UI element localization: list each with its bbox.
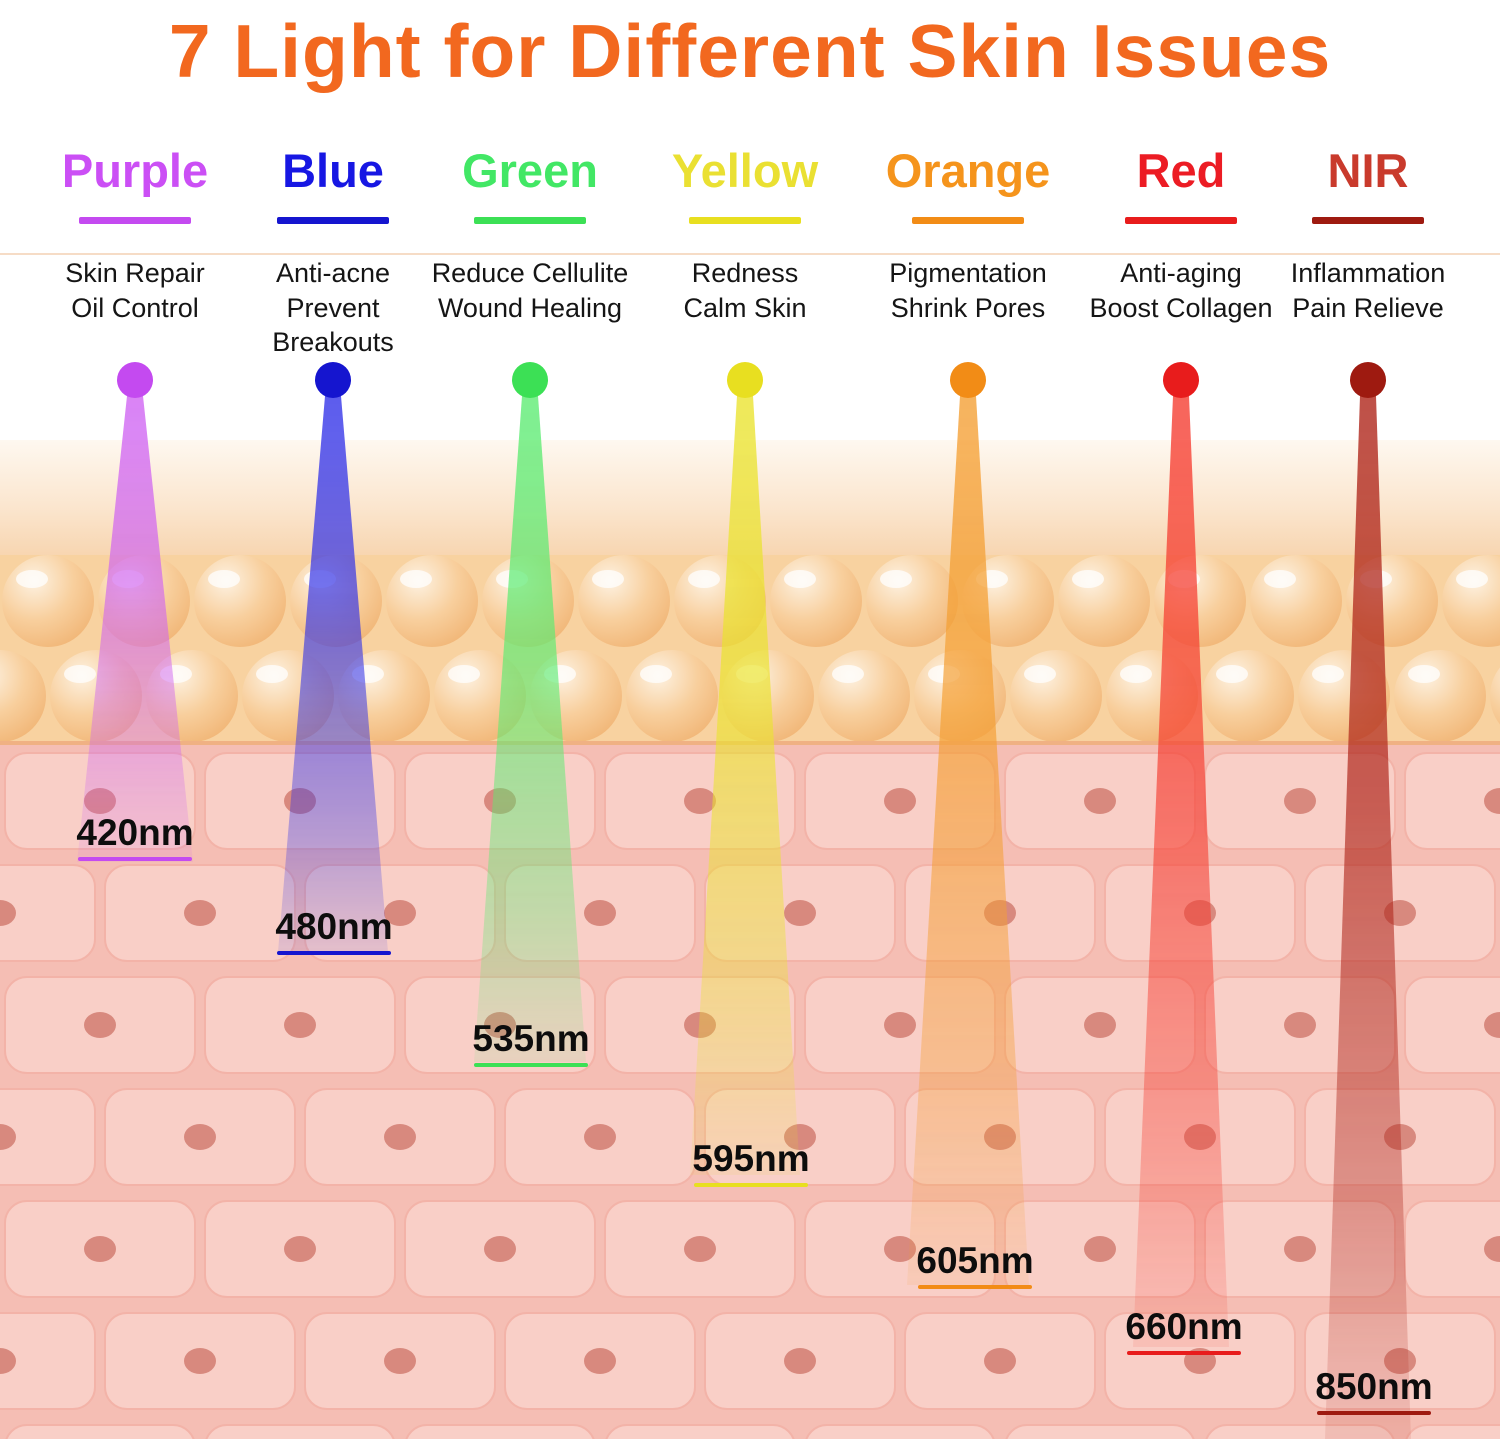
light-color-bar — [689, 217, 801, 225]
wavelength-underline — [474, 1063, 588, 1067]
benefit-line: Prevent Breakouts — [272, 292, 394, 358]
benefit-line: Anti-aging — [1120, 258, 1242, 289]
wavelength-label-blue: 480nm — [239, 906, 429, 955]
light-name: Blue — [282, 144, 384, 197]
wavelength-underline — [1127, 1351, 1241, 1355]
light-column-blue: Blue Anti-acne Prevent Breakouts — [223, 146, 443, 360]
light-dot-blue — [315, 362, 351, 398]
light-color-bar — [79, 217, 191, 225]
light-name: Red — [1136, 144, 1226, 197]
light-column-nir: NIR Inflammation Pain Relieve — [1258, 146, 1478, 325]
light-dot-yellow — [727, 362, 763, 398]
wavelength-underline — [918, 1285, 1032, 1289]
wavelength-value: 605nm — [916, 1240, 1034, 1281]
light-color-bar — [1125, 217, 1237, 225]
wavelength-label-red: 660nm — [1089, 1306, 1279, 1355]
wavelength-label-nir: 850nm — [1279, 1366, 1469, 1415]
benefit-line: Skin Repair — [65, 258, 205, 289]
light-dot-purple — [117, 362, 153, 398]
benefit-line: Shrink Pores — [890, 292, 1046, 323]
light-column-red: Red Anti-aging Boost Collagen — [1071, 146, 1291, 325]
wavelength-underline — [694, 1183, 808, 1187]
benefit-line: Calm Skin — [683, 292, 807, 323]
light-benefits: Reduce Cellulite Wound Healing — [420, 256, 640, 325]
light-benefits: Anti-acne Prevent Breakouts — [223, 256, 443, 360]
benefit-line: Boost Collagen — [1089, 292, 1273, 323]
wavelength-value: 660nm — [1125, 1306, 1243, 1347]
wavelength-underline — [1317, 1411, 1431, 1415]
light-benefits: Redness Calm Skin — [635, 256, 855, 325]
wavelength-value: 480nm — [275, 906, 393, 947]
benefit-line: Pigmentation — [889, 258, 1047, 289]
light-dot-green — [512, 362, 548, 398]
light-name: Purple — [61, 144, 209, 197]
light-color-bar — [474, 217, 586, 225]
light-name: Orange — [885, 144, 1051, 197]
light-dot-nir — [1350, 362, 1386, 398]
benefit-line: Redness — [691, 258, 799, 289]
light-column-yellow: Yellow Redness Calm Skin — [635, 146, 855, 325]
light-benefits: Anti-aging Boost Collagen — [1071, 256, 1291, 325]
light-name: NIR — [1327, 144, 1409, 197]
light-color-bar — [1312, 217, 1424, 225]
light-dot-red — [1163, 362, 1199, 398]
wavelength-value: 535nm — [472, 1018, 590, 1059]
wavelength-underline — [78, 857, 192, 861]
light-dot-orange — [950, 362, 986, 398]
wavelength-value: 850nm — [1315, 1366, 1433, 1407]
light-benefits: Skin Repair Oil Control — [25, 256, 245, 325]
wavelength-value: 595nm — [692, 1138, 810, 1179]
benefit-line: Inflammation — [1290, 258, 1446, 289]
benefit-line: Anti-acne — [275, 258, 391, 289]
wavelength-label-yellow: 595nm — [656, 1138, 846, 1187]
wavelength-underline — [277, 951, 391, 955]
benefit-line: Reduce Cellulite — [431, 258, 629, 289]
light-column-purple: Purple Skin Repair Oil Control — [25, 146, 245, 325]
light-name: Yellow — [671, 144, 819, 197]
wavelength-value: 420nm — [76, 812, 194, 853]
benefit-line: Pain Relieve — [1292, 292, 1444, 323]
light-color-bar — [277, 217, 389, 225]
wavelength-label-green: 535nm — [436, 1018, 626, 1067]
light-column-green: Green Reduce Cellulite Wound Healing — [420, 146, 640, 325]
light-name: Green — [462, 144, 598, 197]
divider-line — [0, 253, 1500, 255]
page-title: 7 Light for Different Skin Issues — [168, 9, 1332, 93]
wavelength-label-purple: 420nm — [40, 812, 230, 861]
wavelength-label-orange: 605nm — [880, 1240, 1070, 1289]
light-benefits: Inflammation Pain Relieve — [1258, 256, 1478, 325]
benefit-line: Wound Healing — [437, 292, 623, 323]
light-benefits: Pigmentation Shrink Pores — [858, 256, 1078, 325]
benefit-line: Oil Control — [71, 292, 199, 323]
light-column-orange: Orange Pigmentation Shrink Pores — [858, 146, 1078, 325]
light-color-bar — [912, 217, 1024, 225]
